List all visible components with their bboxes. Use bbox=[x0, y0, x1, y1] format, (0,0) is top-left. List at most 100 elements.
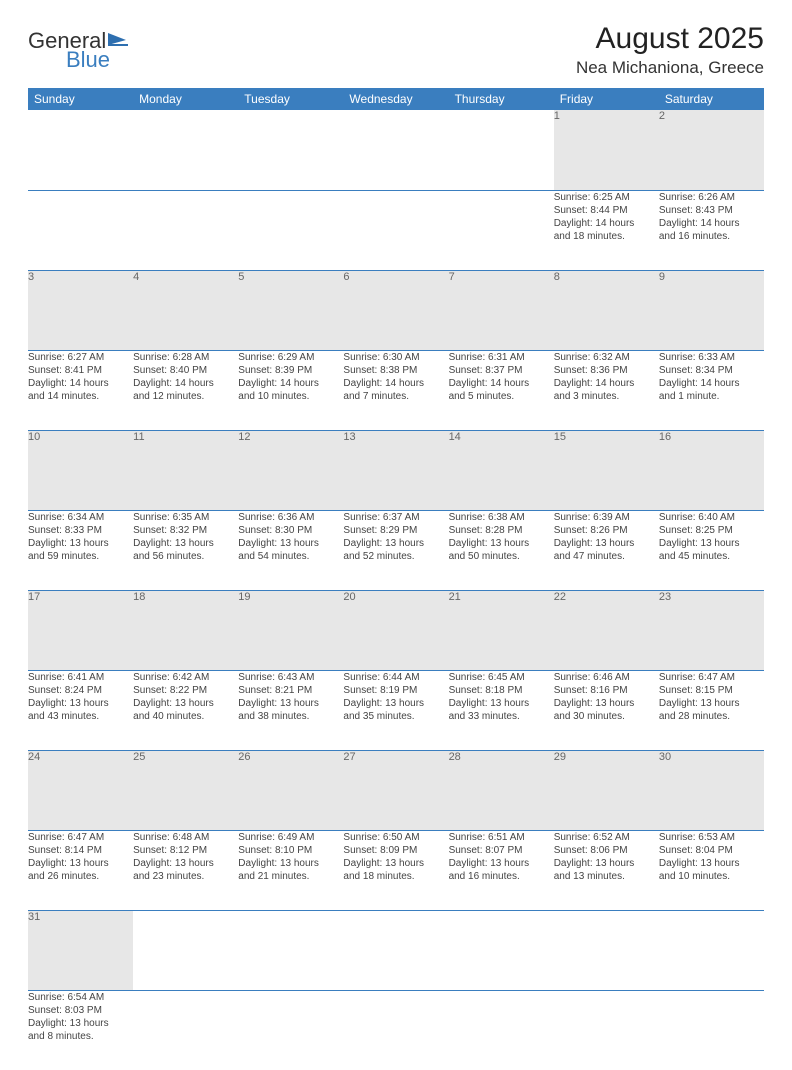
daylight-line-2: and 16 minutes. bbox=[659, 230, 764, 243]
daylight-line-2: and 40 minutes. bbox=[133, 710, 238, 723]
day-number bbox=[343, 110, 448, 190]
day-cell: Sunrise: 6:54 AMSunset: 8:03 PMDaylight:… bbox=[28, 990, 133, 1070]
day-cell: Sunrise: 6:25 AMSunset: 8:44 PMDaylight:… bbox=[554, 190, 659, 270]
sunset-line: Sunset: 8:32 PM bbox=[133, 524, 238, 537]
day-number: 12 bbox=[238, 430, 343, 510]
sunrise-line: Sunrise: 6:36 AM bbox=[238, 511, 343, 524]
sunrise-line: Sunrise: 6:49 AM bbox=[238, 831, 343, 844]
day-number: 24 bbox=[28, 750, 133, 830]
day-number: 15 bbox=[554, 430, 659, 510]
daylight-line-1: Daylight: 14 hours bbox=[28, 377, 133, 390]
day-cell: Sunrise: 6:45 AMSunset: 8:18 PMDaylight:… bbox=[449, 670, 554, 750]
day-header: Friday bbox=[554, 88, 659, 110]
day-header: Wednesday bbox=[343, 88, 448, 110]
daylight-line-1: Daylight: 13 hours bbox=[554, 697, 659, 710]
logo-flag-icon bbox=[108, 31, 130, 47]
daylight-line-1: Daylight: 14 hours bbox=[554, 377, 659, 390]
title-block: August 2025 Nea Michaniona, Greece bbox=[576, 22, 764, 78]
day-number bbox=[133, 910, 238, 990]
sunrise-line: Sunrise: 6:53 AM bbox=[659, 831, 764, 844]
daylight-line-1: Daylight: 13 hours bbox=[449, 537, 554, 550]
day-cell: Sunrise: 6:53 AMSunset: 8:04 PMDaylight:… bbox=[659, 830, 764, 910]
day-cell: Sunrise: 6:35 AMSunset: 8:32 PMDaylight:… bbox=[133, 510, 238, 590]
day-number: 23 bbox=[659, 590, 764, 670]
sunset-line: Sunset: 8:21 PM bbox=[238, 684, 343, 697]
sunrise-line: Sunrise: 6:41 AM bbox=[28, 671, 133, 684]
day-cell: Sunrise: 6:47 AMSunset: 8:14 PMDaylight:… bbox=[28, 830, 133, 910]
sunrise-line: Sunrise: 6:29 AM bbox=[238, 351, 343, 364]
day-number: 27 bbox=[343, 750, 448, 830]
sunset-line: Sunset: 8:24 PM bbox=[28, 684, 133, 697]
daynum-row: 24252627282930 bbox=[28, 750, 764, 830]
day-number: 20 bbox=[343, 590, 448, 670]
sunset-line: Sunset: 8:25 PM bbox=[659, 524, 764, 537]
content-row: Sunrise: 6:54 AMSunset: 8:03 PMDaylight:… bbox=[28, 990, 764, 1070]
daylight-line-1: Daylight: 13 hours bbox=[133, 697, 238, 710]
sunrise-line: Sunrise: 6:50 AM bbox=[343, 831, 448, 844]
day-cell bbox=[133, 990, 238, 1070]
daylight-line-1: Daylight: 14 hours bbox=[343, 377, 448, 390]
daylight-line-2: and 50 minutes. bbox=[449, 550, 554, 563]
day-number: 19 bbox=[238, 590, 343, 670]
day-number: 28 bbox=[449, 750, 554, 830]
day-number bbox=[343, 910, 448, 990]
daylight-line-2: and 7 minutes. bbox=[343, 390, 448, 403]
day-cell: Sunrise: 6:44 AMSunset: 8:19 PMDaylight:… bbox=[343, 670, 448, 750]
sunset-line: Sunset: 8:14 PM bbox=[28, 844, 133, 857]
day-number: 21 bbox=[449, 590, 554, 670]
sunset-line: Sunset: 8:10 PM bbox=[238, 844, 343, 857]
location: Nea Michaniona, Greece bbox=[576, 58, 764, 78]
sunrise-line: Sunrise: 6:45 AM bbox=[449, 671, 554, 684]
day-cell bbox=[554, 990, 659, 1070]
daylight-line-2: and 12 minutes. bbox=[133, 390, 238, 403]
sunset-line: Sunset: 8:22 PM bbox=[133, 684, 238, 697]
daylight-line-1: Daylight: 13 hours bbox=[343, 857, 448, 870]
logo-text-2: Blue bbox=[66, 47, 110, 73]
day-number: 11 bbox=[133, 430, 238, 510]
day-number bbox=[659, 910, 764, 990]
day-cell: Sunrise: 6:46 AMSunset: 8:16 PMDaylight:… bbox=[554, 670, 659, 750]
sunset-line: Sunset: 8:19 PM bbox=[343, 684, 448, 697]
sunrise-line: Sunrise: 6:30 AM bbox=[343, 351, 448, 364]
daylight-line-1: Daylight: 13 hours bbox=[343, 537, 448, 550]
day-header: Tuesday bbox=[238, 88, 343, 110]
daylight-line-2: and 28 minutes. bbox=[659, 710, 764, 723]
day-number: 25 bbox=[133, 750, 238, 830]
day-number: 3 bbox=[28, 270, 133, 350]
day-number: 30 bbox=[659, 750, 764, 830]
day-cell: Sunrise: 6:38 AMSunset: 8:28 PMDaylight:… bbox=[449, 510, 554, 590]
sunset-line: Sunset: 8:36 PM bbox=[554, 364, 659, 377]
daynum-row: 31 bbox=[28, 910, 764, 990]
sunrise-line: Sunrise: 6:44 AM bbox=[343, 671, 448, 684]
daylight-line-1: Daylight: 13 hours bbox=[238, 697, 343, 710]
day-header-row: SundayMondayTuesdayWednesdayThursdayFrid… bbox=[28, 88, 764, 110]
daylight-line-2: and 1 minute. bbox=[659, 390, 764, 403]
content-row: Sunrise: 6:25 AMSunset: 8:44 PMDaylight:… bbox=[28, 190, 764, 270]
day-number bbox=[449, 910, 554, 990]
sunrise-line: Sunrise: 6:54 AM bbox=[28, 991, 133, 1004]
day-cell: Sunrise: 6:36 AMSunset: 8:30 PMDaylight:… bbox=[238, 510, 343, 590]
daylight-line-2: and 56 minutes. bbox=[133, 550, 238, 563]
sunset-line: Sunset: 8:15 PM bbox=[659, 684, 764, 697]
sunset-line: Sunset: 8:44 PM bbox=[554, 204, 659, 217]
sunset-line: Sunset: 8:33 PM bbox=[28, 524, 133, 537]
sunset-line: Sunset: 8:26 PM bbox=[554, 524, 659, 537]
daylight-line-1: Daylight: 13 hours bbox=[28, 1017, 133, 1030]
day-number: 6 bbox=[343, 270, 448, 350]
content-row: Sunrise: 6:34 AMSunset: 8:33 PMDaylight:… bbox=[28, 510, 764, 590]
day-cell: Sunrise: 6:29 AMSunset: 8:39 PMDaylight:… bbox=[238, 350, 343, 430]
day-number: 16 bbox=[659, 430, 764, 510]
day-number: 31 bbox=[28, 910, 133, 990]
day-header: Monday bbox=[133, 88, 238, 110]
day-cell bbox=[133, 190, 238, 270]
day-cell: Sunrise: 6:51 AMSunset: 8:07 PMDaylight:… bbox=[449, 830, 554, 910]
daylight-line-2: and 13 minutes. bbox=[554, 870, 659, 883]
sunrise-line: Sunrise: 6:42 AM bbox=[133, 671, 238, 684]
sunset-line: Sunset: 8:30 PM bbox=[238, 524, 343, 537]
day-number: 10 bbox=[28, 430, 133, 510]
daylight-line-1: Daylight: 14 hours bbox=[554, 217, 659, 230]
sunrise-line: Sunrise: 6:46 AM bbox=[554, 671, 659, 684]
sunset-line: Sunset: 8:07 PM bbox=[449, 844, 554, 857]
sunrise-line: Sunrise: 6:26 AM bbox=[659, 191, 764, 204]
sunset-line: Sunset: 8:37 PM bbox=[449, 364, 554, 377]
